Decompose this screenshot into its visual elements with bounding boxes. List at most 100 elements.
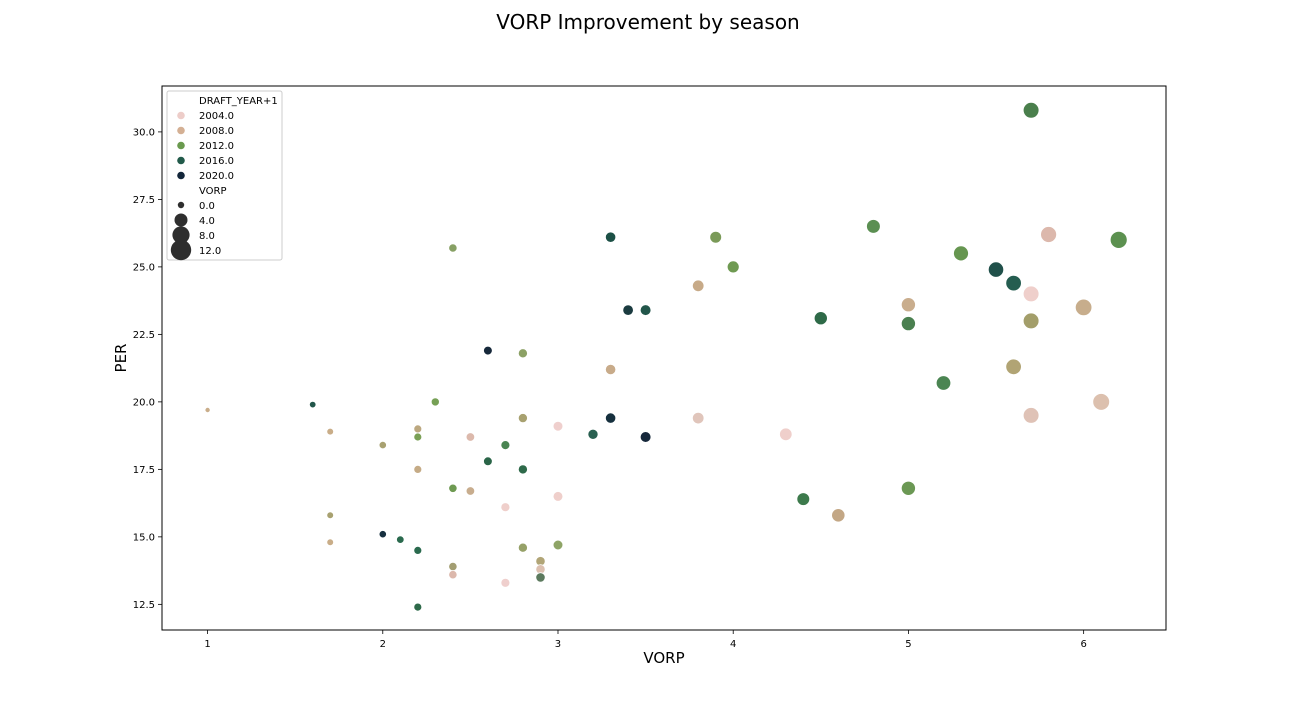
data-point-56 — [396, 535, 405, 544]
data-point-24 — [604, 363, 617, 376]
legend-hue-marker — [177, 171, 185, 180]
legend-size-marker — [177, 201, 185, 209]
legend-size-label: 12.0 — [199, 246, 221, 257]
data-point-12 — [692, 279, 705, 293]
data-point-57 — [326, 538, 335, 547]
data-point-43 — [500, 440, 511, 451]
data-point-37 — [779, 427, 793, 442]
data-point-9 — [726, 260, 740, 274]
y-tick-label: 17.5 — [133, 465, 155, 476]
x-axis-ticks: 1 2 3 4 5 6 — [204, 630, 1087, 650]
x-tick-label: 6 — [1080, 639, 1086, 650]
data-point-62 — [448, 561, 458, 572]
x-tick-label: 4 — [730, 639, 736, 650]
data-point-58 — [552, 539, 564, 551]
data-point-15 — [1074, 298, 1093, 317]
data-point-46 — [517, 464, 528, 475]
legend-frame — [166, 90, 283, 261]
data-point-39 — [413, 432, 423, 442]
legend-hue-entries: 2004.0 2008.0 2012.0 2016.0 2020.0 — [177, 111, 234, 182]
data-point-52 — [500, 502, 511, 513]
data-point-14 — [900, 297, 916, 313]
x-axis-label: VORP — [643, 649, 684, 667]
legend: DRAFT_YEAR+1 2004.0 2008.0 2012.0 2016.0 202… — [166, 90, 283, 261]
plot-frame — [161, 85, 1167, 631]
x-tick-label: 5 — [905, 639, 911, 650]
data-point-60 — [413, 546, 423, 555]
data-point-66 — [500, 577, 511, 588]
x-tick-label: 2 — [380, 639, 386, 650]
legend-size-entries: 0.0 4.0 8.0 12.0 — [170, 201, 221, 261]
data-point-54 — [831, 508, 846, 523]
data-point-2 — [1040, 226, 1057, 243]
data-point-10 — [987, 261, 1005, 278]
y-tick-label: 22.5 — [133, 330, 155, 341]
legend-hue-label: 2004.0 — [199, 111, 234, 122]
data-point-11 — [1005, 274, 1022, 292]
legend-size-label: 8.0 — [199, 231, 215, 242]
data-point-5 — [604, 231, 617, 243]
data-point-31 — [604, 412, 617, 424]
data-point-35 — [326, 427, 335, 436]
data-point-44 — [483, 456, 493, 467]
data-point-41 — [639, 431, 652, 443]
data-point-64 — [448, 570, 458, 580]
data-point-50 — [552, 491, 564, 502]
legend-hue-marker — [177, 141, 185, 150]
y-axis-label: PER — [112, 344, 130, 373]
data-point-8 — [953, 245, 969, 262]
data-point-18 — [813, 311, 828, 326]
data-point-32 — [517, 413, 528, 424]
data-point-27 — [309, 400, 317, 409]
legend-hue-label: 2016.0 — [199, 156, 234, 167]
data-point-26 — [204, 406, 211, 413]
data-point-20 — [900, 316, 916, 332]
legend-size-label: 4.0 — [199, 216, 215, 227]
legend-hue-label: 2008.0 — [199, 126, 234, 137]
legend-hue-label: 2020.0 — [199, 171, 234, 182]
data-point-45 — [413, 464, 423, 474]
x-tick-label: 1 — [204, 639, 210, 650]
legend-hue-marker — [177, 156, 185, 165]
data-point-25 — [935, 375, 952, 391]
data-point-3 — [1109, 230, 1128, 249]
chart-title: VORP Improvement by season — [496, 10, 800, 34]
data-point-42 — [378, 440, 387, 450]
data-point-4 — [866, 219, 881, 234]
data-point-29 — [1092, 393, 1110, 411]
legend-hue-marker — [177, 126, 185, 135]
x-tick-label: 3 — [555, 639, 561, 650]
data-point-40 — [465, 432, 476, 442]
data-point-17 — [639, 304, 652, 316]
data-point-47 — [448, 483, 458, 493]
legend-hue-label: 2012.0 — [199, 141, 234, 152]
data-point-16 — [622, 304, 634, 316]
data-point-22 — [517, 348, 528, 359]
data-point-49 — [900, 480, 916, 496]
data-point-65 — [535, 572, 546, 583]
data-point-19 — [1022, 312, 1040, 330]
data-point-23 — [1005, 358, 1022, 376]
y-tick-label: 15.0 — [133, 532, 155, 543]
y-tick-label: 30.0 — [133, 127, 155, 138]
data-point-34 — [552, 420, 564, 432]
y-tick-label: 27.5 — [133, 195, 155, 206]
legend-size-marker — [170, 239, 192, 261]
data-point-28 — [430, 397, 440, 407]
y-tick-label: 20.0 — [133, 397, 155, 408]
data-point-30 — [1022, 407, 1040, 424]
data-point-33 — [692, 411, 705, 425]
data-point-59 — [517, 542, 528, 553]
data-point-55 — [378, 530, 387, 539]
legend-size-marker — [172, 226, 190, 244]
y-axis-ticks: 12.5 15.0 17.5 20.0 22.5 25.0 27.5 30.0 — [133, 127, 162, 611]
data-point-21 — [483, 345, 493, 356]
plot-area — [162, 86, 1166, 630]
data-points — [204, 102, 1128, 612]
data-point-67 — [413, 602, 423, 612]
data-point-36 — [413, 424, 423, 434]
data-point-7 — [448, 243, 458, 253]
data-point-53 — [326, 511, 335, 520]
